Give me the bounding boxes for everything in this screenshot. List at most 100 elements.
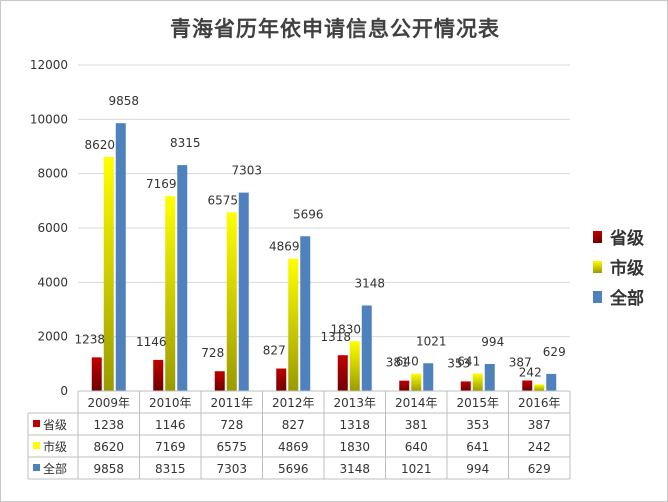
bar	[226, 212, 237, 391]
data-label: 8620	[84, 138, 115, 152]
data-label: 1146	[136, 335, 167, 349]
table-cell: 1318	[339, 418, 370, 432]
bar	[411, 373, 422, 391]
data-label: 728	[201, 346, 224, 360]
bar	[546, 373, 557, 391]
bar	[177, 165, 188, 391]
y-tick-label: 12000	[30, 58, 68, 72]
table-cell: 4869	[278, 440, 309, 454]
table-cell: 353	[466, 418, 489, 432]
data-label: 7303	[231, 164, 262, 178]
y-tick-label: 6000	[37, 221, 68, 235]
category-label: 2015年	[456, 396, 499, 410]
table-cell: 1830	[339, 440, 370, 454]
data-label: 9858	[108, 94, 139, 108]
category-label: 2013年	[333, 396, 376, 410]
data-table: 2009年 2010年 2011年 2012年 2013年 2014年 2015年 2016年…	[27, 390, 571, 480]
table-cell: 629	[528, 462, 551, 476]
table-cell: 1146	[155, 418, 186, 432]
table-legend-key	[33, 442, 40, 449]
bar	[399, 380, 410, 391]
bar	[337, 355, 348, 391]
data-label: 381	[386, 356, 409, 370]
data-label: 387	[509, 355, 532, 369]
y-axis: 0 2000 4000 6000 8000 10000 12000	[30, 58, 68, 398]
y-tick-label: 2000	[37, 330, 68, 344]
data-labels: 1238 8620 9858 1146 7169 8315 728 6575 7303 827 48…	[74, 94, 565, 379]
table-cell: 6575	[216, 440, 247, 454]
bar	[214, 371, 225, 391]
table-cell: 7303	[216, 462, 247, 476]
y-tick-label: 4000	[37, 275, 68, 289]
table-cell: 5696	[278, 462, 309, 476]
bar	[276, 368, 287, 391]
table-cell: 387	[528, 418, 551, 432]
table-cell: 641	[466, 440, 489, 454]
bar	[115, 123, 126, 391]
bar	[238, 192, 249, 391]
data-label: 7169	[146, 177, 177, 191]
bar	[534, 384, 545, 391]
legend-label: 省级	[609, 228, 644, 249]
table-series-name: 全部	[43, 461, 67, 476]
bar	[288, 258, 299, 391]
table-cell: 7169	[155, 440, 186, 454]
data-label: 827	[263, 344, 286, 358]
category-label: 2009年	[87, 396, 130, 410]
data-label: 3148	[354, 276, 385, 290]
category-label: 2014年	[395, 396, 438, 410]
bar	[103, 156, 114, 391]
bar	[472, 373, 483, 391]
table-cell: 8620	[93, 440, 124, 454]
data-label: 5696	[293, 207, 324, 221]
data-label: 242	[519, 365, 542, 379]
y-tick-label: 0	[60, 384, 68, 398]
bar	[349, 341, 360, 391]
data-label: 641	[457, 355, 480, 369]
y-tick-label: 10000	[30, 112, 68, 126]
table-cell: 9858	[93, 462, 124, 476]
y-tick-label: 8000	[37, 167, 68, 181]
bar	[484, 363, 495, 391]
legend-label: 市级	[610, 258, 644, 279]
bar	[165, 196, 176, 391]
table-series-name: 市级	[43, 439, 67, 454]
table-cell: 8315	[155, 462, 186, 476]
table-cell: 640	[405, 440, 428, 454]
table-series-name: 省级	[43, 418, 67, 432]
data-label: 629	[543, 345, 566, 359]
bar	[153, 359, 164, 391]
bar	[423, 363, 434, 391]
chart-title: 青海省历年依申请信息公开情况表	[170, 16, 500, 41]
table-legend-key	[33, 464, 40, 471]
bar	[460, 381, 471, 391]
table-cell: 728	[220, 418, 243, 432]
table-legend-key	[33, 420, 40, 427]
bar	[522, 380, 533, 391]
data-label: 1238	[74, 332, 105, 346]
category-label: 2010年	[149, 396, 192, 410]
category-label: 2012年	[272, 396, 315, 410]
table-cell: 3148	[339, 462, 370, 476]
data-label: 6575	[207, 193, 238, 207]
table-cell: 827	[282, 418, 305, 432]
data-label: 1021	[416, 334, 447, 348]
category-label: 2016年	[518, 396, 561, 410]
data-label: 640	[396, 355, 419, 369]
data-label: 4869	[269, 240, 300, 254]
table-cell: 1238	[93, 418, 124, 432]
table-cell: 1021	[401, 462, 432, 476]
legend-key	[593, 231, 602, 243]
bar	[91, 357, 102, 391]
data-label: 8315	[170, 136, 201, 150]
bar	[361, 305, 372, 391]
legend-label: 全部	[609, 288, 644, 309]
category-label: 2011年	[210, 396, 253, 410]
data-label: 1830	[330, 322, 361, 336]
legend-key	[593, 291, 602, 303]
data-label: 994	[481, 335, 504, 349]
table-cell: 242	[528, 440, 551, 454]
legend-key	[593, 261, 602, 273]
